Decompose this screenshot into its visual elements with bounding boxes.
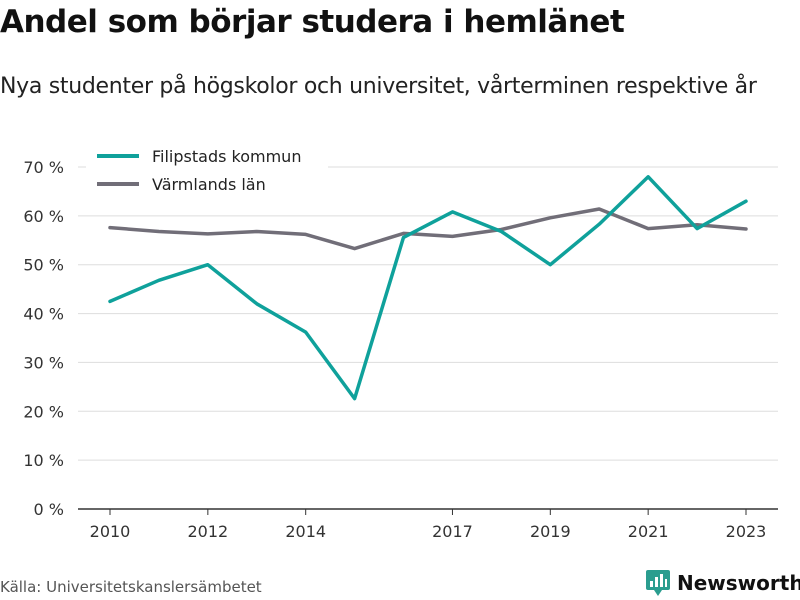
y-tick-label: 40 %	[23, 305, 64, 324]
legend-label: Filipstads kommun	[152, 147, 301, 166]
legend-label: Värmlands län	[152, 175, 266, 194]
y-tick-label: 60 %	[23, 207, 64, 226]
x-tick-label: 2019	[530, 522, 571, 541]
x-tick-label: 2017	[432, 522, 473, 541]
y-tick-label: 10 %	[23, 451, 64, 470]
y-tick-label: 0 %	[34, 500, 64, 519]
x-tick-label: 2010	[90, 522, 131, 541]
chart-title: Andel som börjar studera i hemlänet	[0, 4, 625, 40]
y-axis-ticks: 0 % 10 % 20 % 30 % 40 % 50 % 60 % 70 %	[23, 158, 64, 519]
y-tick-label: 50 %	[23, 256, 64, 275]
x-tick-label: 2014	[285, 522, 326, 541]
series-line-värmlands-län	[108, 207, 748, 251]
x-tick-label: 2023	[726, 522, 767, 541]
legend-background	[86, 141, 328, 199]
bar-chart-icon	[646, 570, 670, 596]
brand-name: Newsworthy	[677, 571, 800, 595]
y-tick-label: 70 %	[23, 158, 64, 177]
series-lines	[108, 175, 748, 401]
y-tick-label: 30 %	[23, 353, 64, 372]
legend: Filipstads kommun Värmlands län	[86, 141, 328, 199]
gridlines	[78, 166, 778, 510]
x-tick-label: 2021	[628, 522, 669, 541]
chart-subtitle: Nya studenter på högskolor och universit…	[0, 74, 757, 99]
source-note: Källa: Universitetskanslersämbetet	[0, 578, 262, 596]
y-tick-label: 20 %	[23, 402, 64, 421]
brand-logo: Newsworthy	[645, 568, 800, 598]
x-axis-ticks: 2010 2012 2014 2017 2019 2021 2023	[90, 509, 767, 541]
x-tick-label: 2012	[187, 522, 228, 541]
series-line-filipstads-kommun	[108, 175, 748, 401]
